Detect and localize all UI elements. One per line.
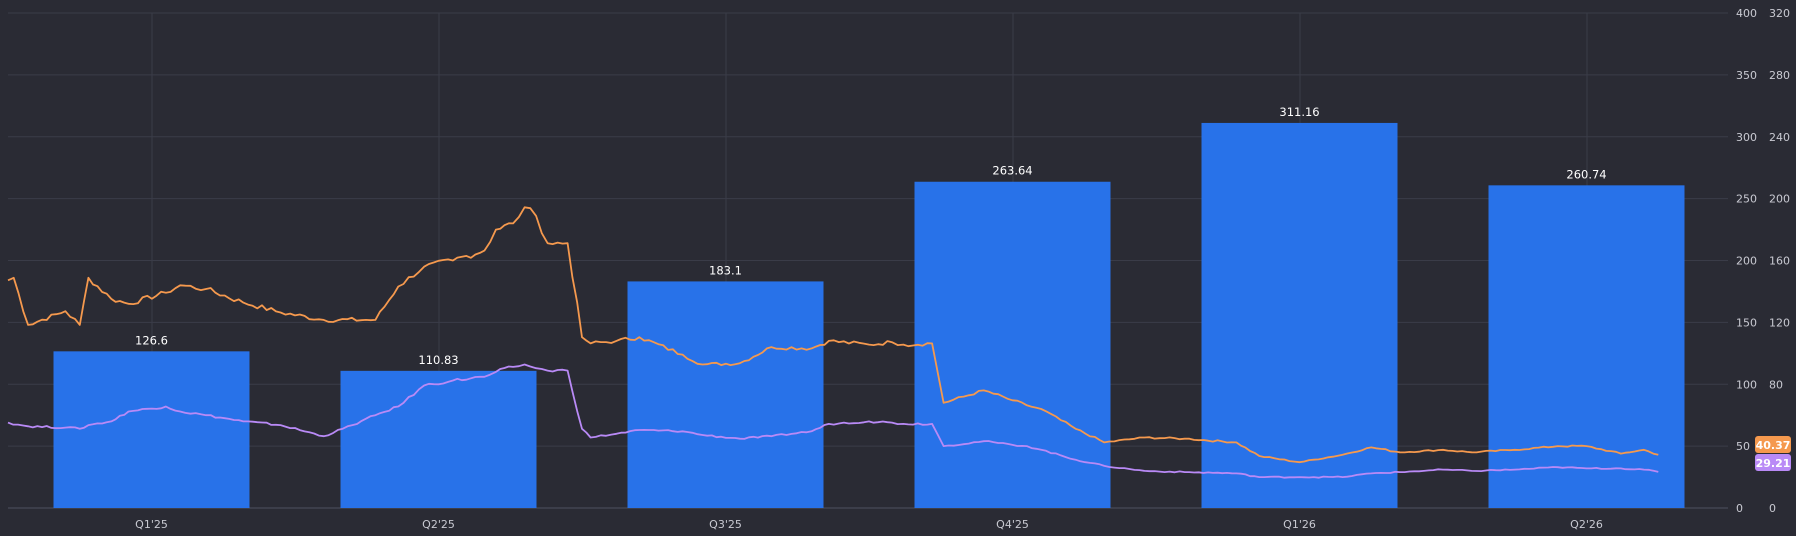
left-axis-tick-label: 400 — [1736, 7, 1757, 20]
series-line — [7, 206, 1659, 464]
grid-lines — [8, 12, 1728, 509]
bar-data-label: 311.16 — [1279, 105, 1319, 119]
bar-data-label: 183.1 — [709, 263, 742, 277]
x-axis-tick-label: Q1'25 — [135, 518, 168, 531]
right-axis-tick-label: 280 — [1769, 69, 1790, 82]
bar — [1201, 122, 1398, 508]
bar-data-label: 260.74 — [1566, 167, 1606, 181]
bar-data-label: 126.6 — [135, 333, 168, 347]
right-axis-tick-label: 80 — [1769, 378, 1783, 391]
right-axis-tick-label: 320 — [1769, 7, 1790, 20]
last-value-badge — [1755, 454, 1791, 471]
left-axis: 400 350 300 250 200 150 100 50 0 — [1736, 7, 1757, 515]
left-axis-tick-label: 100 — [1736, 378, 1757, 391]
right-axis-tick-label: 120 — [1769, 316, 1790, 329]
left-axis-tick-label: 200 — [1736, 255, 1757, 268]
right-axis-tick-label: 0 — [1769, 502, 1776, 515]
right-axis-tick-label: 160 — [1769, 255, 1790, 268]
line-series — [7, 206, 1659, 479]
last-value-badge — [1755, 436, 1791, 453]
right-axis-tick-label: 200 — [1769, 193, 1790, 206]
x-axis-tick-label: Q3'25 — [709, 518, 742, 531]
bar — [914, 181, 1111, 509]
bar — [53, 351, 250, 508]
right-axis-tick-label: 240 — [1769, 131, 1790, 144]
last-value-badges: 40.37 29.21 — [1755, 436, 1791, 471]
left-axis-tick-label: 150 — [1736, 316, 1757, 329]
bar — [627, 281, 824, 508]
series-line — [7, 363, 1659, 479]
left-axis-tick-label: 300 — [1736, 131, 1757, 144]
x-axis-tick-label: Q2'26 — [1570, 518, 1603, 531]
x-axis-tick-label: Q1'26 — [1283, 518, 1316, 531]
left-axis-tick-label: 250 — [1736, 193, 1757, 206]
bar — [1488, 185, 1685, 509]
x-axis-tick-label: Q2'25 — [422, 518, 455, 531]
left-axis-tick-label: 50 — [1736, 440, 1750, 453]
bar-data-label: 263.64 — [992, 164, 1032, 178]
bar — [340, 370, 537, 508]
left-axis-tick-label: 0 — [1736, 502, 1743, 515]
bar-data-label: 110.83 — [418, 353, 458, 367]
left-axis-tick-label: 350 — [1736, 69, 1757, 82]
last-value-badge-text: 40.37 — [1756, 439, 1791, 452]
x-axis: Q1'25 Q2'25 Q3'25 Q4'25 Q1'26 Q2'26 — [135, 518, 1603, 531]
x-axis-tick-label: Q4'25 — [996, 518, 1029, 531]
last-value-badge-text: 29.21 — [1756, 457, 1791, 470]
bar-series: 126.6 110.83 183.1 263.64 311.16 260.74 — [53, 105, 1685, 509]
